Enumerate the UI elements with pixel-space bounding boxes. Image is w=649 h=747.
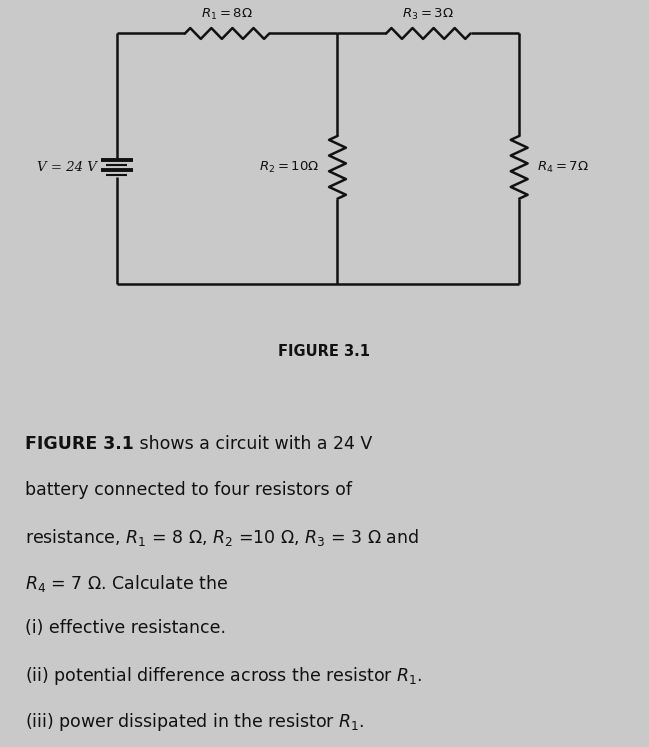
Text: $R_2=10\Omega$: $R_2=10\Omega$ <box>259 160 319 175</box>
Text: FIGURE 3.1: FIGURE 3.1 <box>25 435 134 453</box>
Text: $R_4=7\Omega$: $R_4=7\Omega$ <box>537 160 589 175</box>
Text: shows a circuit with a 24 V: shows a circuit with a 24 V <box>134 435 372 453</box>
Text: battery connected to four resistors of: battery connected to four resistors of <box>25 481 352 499</box>
Text: (iii) power dissipated in the resistor $R_1$.: (iii) power dissipated in the resistor $… <box>25 711 364 733</box>
Text: resistance, $R_1$ = 8 Ω, $R_2$ =10 Ω, $R_3$ = 3 Ω and: resistance, $R_1$ = 8 Ω, $R_2$ =10 Ω, $R… <box>25 527 419 548</box>
Text: $R_4$ = 7 Ω. Calculate the: $R_4$ = 7 Ω. Calculate the <box>25 573 228 594</box>
Text: (ii) potential difference across the resistor $R_1$.: (ii) potential difference across the res… <box>25 665 422 686</box>
Text: V = 24 V: V = 24 V <box>38 161 97 174</box>
Text: (i) effective resistance.: (i) effective resistance. <box>25 619 226 636</box>
Text: $R_3=3\Omega$: $R_3=3\Omega$ <box>402 7 454 22</box>
Text: $R_1=8\Omega$: $R_1=8\Omega$ <box>201 7 253 22</box>
Text: FIGURE 3.1: FIGURE 3.1 <box>278 344 371 359</box>
